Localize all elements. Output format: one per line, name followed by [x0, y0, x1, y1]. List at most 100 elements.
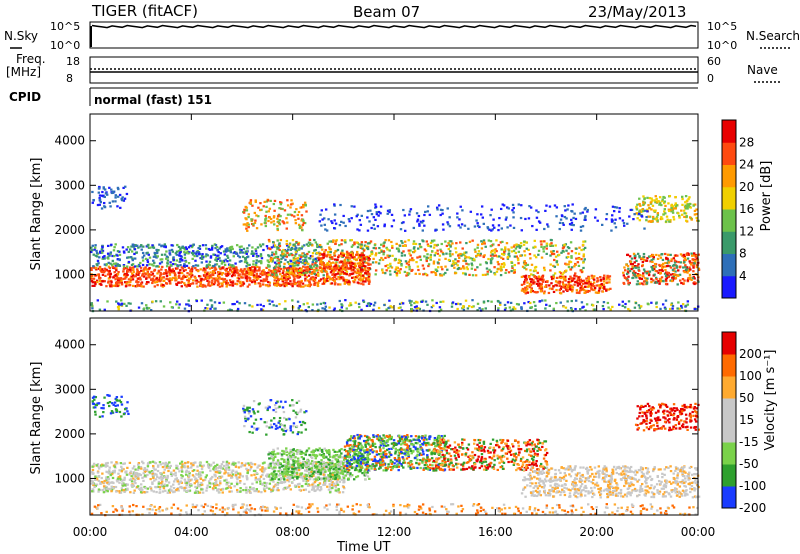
power-cell [290, 203, 293, 206]
power-cell [552, 274, 555, 277]
power-cell [328, 306, 331, 309]
power-cell [356, 270, 360, 273]
power-cell [561, 273, 564, 276]
power-cell [269, 199, 272, 203]
power-cell [388, 249, 391, 252]
power-cell [91, 305, 94, 308]
power-cell [510, 250, 514, 253]
power-cell [535, 209, 538, 212]
power-cell [425, 258, 428, 261]
freq-label: Freq. [16, 52, 46, 66]
power-cell [180, 266, 184, 269]
power-cell [343, 272, 346, 275]
power-cell [537, 284, 540, 287]
power-cell [526, 291, 530, 294]
power-cell [506, 226, 509, 229]
power-cell [538, 300, 542, 303]
power-cell [645, 215, 648, 219]
power-cell [353, 255, 356, 259]
power-cell [448, 252, 452, 256]
power-cell [256, 265, 259, 269]
power-cell [451, 242, 454, 245]
power-cell [135, 251, 138, 254]
power-cell [465, 251, 468, 254]
power-cell [181, 277, 184, 280]
power-cell [454, 302, 458, 306]
power-cell [283, 249, 287, 252]
velocity-cell [169, 472, 173, 476]
power-cell [299, 272, 302, 275]
power-cell [166, 262, 169, 265]
power-cell [456, 212, 459, 215]
velocity-cell [181, 463, 184, 466]
power-cell [320, 224, 323, 227]
power-cell [594, 208, 598, 211]
power-cell [174, 279, 177, 282]
power-cell [268, 281, 272, 284]
power-cell [460, 223, 464, 226]
power-cell [325, 279, 329, 282]
power-cell [110, 264, 114, 267]
power-cell [465, 241, 468, 245]
power-cell [137, 277, 140, 280]
power-cell [179, 264, 182, 267]
power-cell [655, 305, 658, 309]
velocity-cell [166, 491, 170, 494]
velocity-cell [120, 489, 124, 492]
power-cell [461, 247, 464, 250]
power-cell [580, 258, 583, 261]
power-cell [593, 216, 597, 219]
power-cell [361, 247, 364, 250]
power-cell [243, 267, 246, 271]
power-cell [362, 265, 366, 268]
power-cell [278, 303, 281, 306]
power-cell [314, 257, 317, 260]
power-cell [264, 219, 267, 222]
power-cell [168, 279, 171, 283]
power-cell [409, 249, 412, 252]
power-cell [352, 269, 355, 272]
power-cell [118, 303, 121, 306]
power-cell [595, 284, 599, 287]
power-cell [390, 225, 394, 228]
power-cell [651, 215, 655, 219]
power-cell [605, 278, 608, 281]
power-cell [420, 300, 424, 303]
power-cell [542, 266, 546, 269]
power-cell [645, 272, 648, 275]
power-cell [102, 187, 105, 190]
power-cell [254, 267, 257, 270]
power-cell [366, 229, 370, 232]
power-cell [650, 259, 653, 262]
power-cell [529, 290, 533, 294]
power-cell [429, 253, 433, 257]
power-cell [112, 284, 116, 287]
power-cell [653, 267, 656, 271]
power-cell [271, 260, 274, 263]
power-cell [408, 213, 411, 216]
power-cell [116, 195, 120, 198]
power-cell [342, 277, 345, 280]
power-cell [245, 265, 248, 268]
power-cell [366, 216, 369, 219]
power-cell [319, 257, 322, 260]
power-cell [582, 261, 585, 264]
power-cell [645, 281, 649, 284]
power-cell [612, 210, 616, 213]
power-cell [364, 269, 368, 272]
power-cell [548, 243, 552, 246]
power-cell [410, 269, 413, 273]
power-cell [147, 281, 150, 284]
power-cell [418, 243, 421, 246]
power-cell [170, 271, 173, 274]
power-cell [291, 266, 295, 269]
power-cell [655, 217, 658, 220]
power-cell [636, 252, 640, 255]
power-cell [92, 198, 95, 202]
power-cell [673, 264, 676, 267]
power-cell [538, 282, 541, 285]
power-cell [680, 304, 683, 308]
power-cell [649, 255, 653, 258]
power-cell [559, 301, 562, 304]
power-cell [397, 258, 401, 261]
